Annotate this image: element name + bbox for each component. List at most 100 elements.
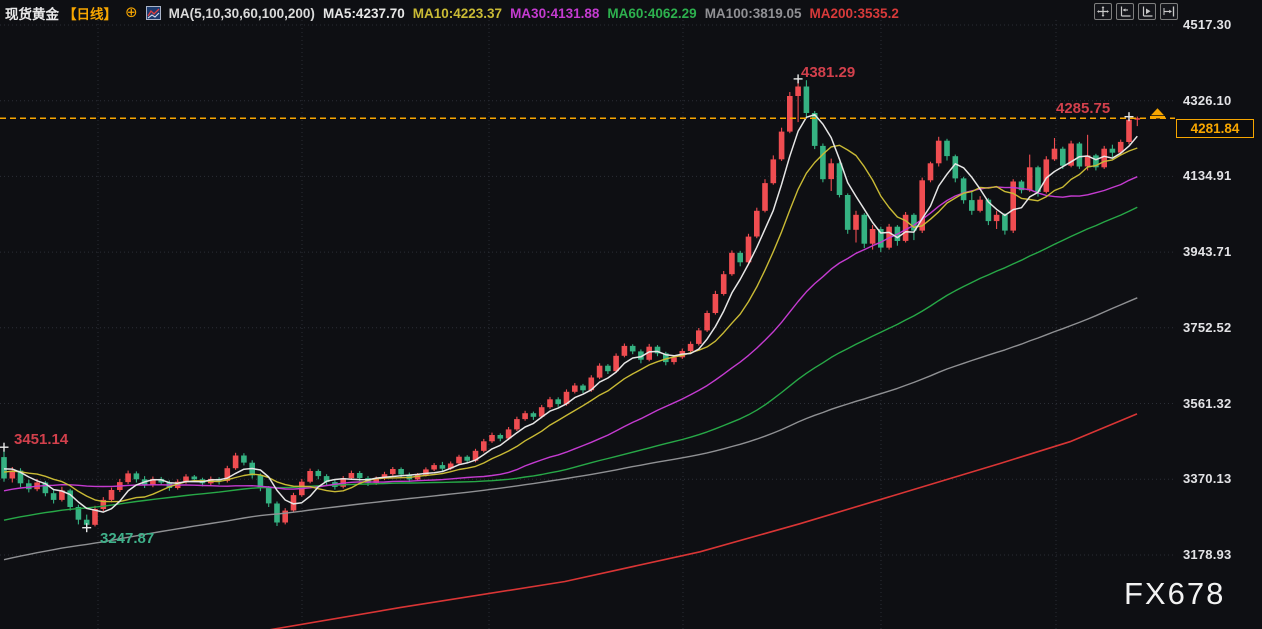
ma100-line	[3, 297, 1138, 561]
candle-body	[232, 455, 239, 469]
candle-body	[1101, 148, 1107, 168]
ma100-value: MA100:3819.05	[704, 5, 802, 21]
candle-body	[1068, 143, 1074, 166]
candle-body	[456, 456, 462, 464]
candle-body	[844, 195, 851, 230]
candle-body	[497, 435, 504, 439]
candle-body	[977, 199, 983, 211]
candle-body	[712, 294, 719, 313]
move-tool-button[interactable]	[1094, 3, 1112, 20]
candle-body	[704, 313, 710, 331]
candle-body	[1035, 167, 1041, 192]
candle-body	[414, 475, 421, 480]
candle-body	[811, 113, 818, 146]
candle-body	[92, 509, 98, 525]
candle-body	[613, 355, 619, 372]
candle-body	[952, 156, 959, 179]
candle-body	[878, 229, 884, 248]
candle-body	[522, 413, 528, 420]
candle-body	[861, 214, 868, 244]
candle-body	[373, 478, 379, 483]
ma10-line	[3, 144, 1138, 503]
candle-body	[1076, 143, 1083, 167]
add-indicator-icon[interactable]: ⊕	[125, 4, 138, 21]
candle-body	[596, 365, 603, 378]
pan-to-latest-button[interactable]	[1160, 3, 1178, 20]
extremum-price-annotation: 3451.14	[14, 431, 69, 448]
candle-body	[257, 475, 264, 488]
candle-body	[787, 96, 793, 132]
candle-body	[663, 353, 669, 363]
candle-body	[83, 519, 90, 525]
axis-price-label: 4134.91	[1183, 168, 1232, 183]
candle-body	[67, 490, 73, 507]
scale-axis-right-button[interactable]	[1138, 3, 1156, 20]
symbol-title: 现货黄金	[5, 7, 59, 22]
ma-settings-label: MA(5,10,30,60,100,200)	[168, 5, 315, 21]
candle-body	[59, 490, 65, 500]
candle-body	[687, 343, 694, 351]
candle-body	[646, 346, 652, 360]
candle-body	[530, 413, 537, 417]
candle-body	[762, 183, 768, 211]
axis-price-label: 3943.71	[1183, 244, 1232, 259]
candle-body	[398, 469, 404, 475]
candle-body	[1043, 159, 1050, 192]
candle-body	[505, 429, 512, 439]
candle-body	[985, 199, 992, 222]
candle-body	[935, 140, 942, 164]
indicator-chart-icon	[145, 6, 161, 20]
candle-body	[720, 274, 727, 294]
candle-body	[17, 470, 24, 484]
candle-body	[828, 163, 834, 180]
candle-body	[282, 510, 288, 523]
axis-price-label: 3561.32	[1183, 396, 1232, 411]
candle-body	[390, 469, 396, 475]
watermark: FX678	[1124, 576, 1226, 611]
ma60-value: MA60:4062.29	[607, 5, 697, 21]
candle-body	[1, 457, 7, 479]
chart-toolbar	[1094, 3, 1178, 20]
candle-body	[150, 478, 156, 485]
candle-body	[1134, 118, 1141, 120]
candle-body	[993, 214, 1000, 222]
candle-body	[671, 357, 677, 363]
candle-body	[381, 474, 388, 479]
extremum-price-annotation: 4381.29	[801, 64, 855, 81]
candle-body	[629, 345, 636, 352]
candle-body	[754, 210, 760, 237]
ma30-line	[3, 176, 1138, 492]
extremum-price-annotation: 3247.87	[100, 530, 154, 547]
candle-body	[778, 131, 785, 160]
candle-body	[853, 214, 859, 230]
axis-price-label: 3752.52	[1183, 320, 1232, 335]
candle-body	[75, 507, 82, 520]
candle-body	[191, 476, 198, 480]
candle-body	[820, 145, 826, 180]
candle-body	[911, 214, 917, 231]
candle-body	[638, 351, 644, 360]
candle-body	[125, 473, 131, 483]
scale-axis-left-button[interactable]	[1116, 3, 1134, 20]
candle-body	[1109, 148, 1116, 153]
candle-body	[1051, 148, 1058, 160]
ma5-line	[3, 113, 1138, 513]
candle-body	[9, 470, 16, 479]
candle-body	[348, 473, 355, 479]
candle-body	[580, 385, 586, 391]
chart-header: 现货黄金 【日线】 ⊕ MA(5,10,30,60,100,200) MA5:4…	[5, 3, 899, 23]
candle-body	[960, 178, 967, 201]
candle-body	[696, 330, 702, 344]
candle-body	[431, 465, 437, 470]
candle-body	[803, 86, 810, 113]
ma10-value: MA10:4223.37	[412, 5, 503, 21]
candle-body	[729, 252, 735, 275]
candle-body	[621, 345, 628, 356]
candle-body	[563, 391, 570, 405]
ma30-value: MA30:4131.88	[510, 5, 600, 21]
candle-body	[1026, 167, 1033, 191]
candle-body	[489, 435, 495, 442]
ma200-value: MA200:3535.2	[809, 5, 899, 21]
candle-body	[770, 159, 777, 184]
